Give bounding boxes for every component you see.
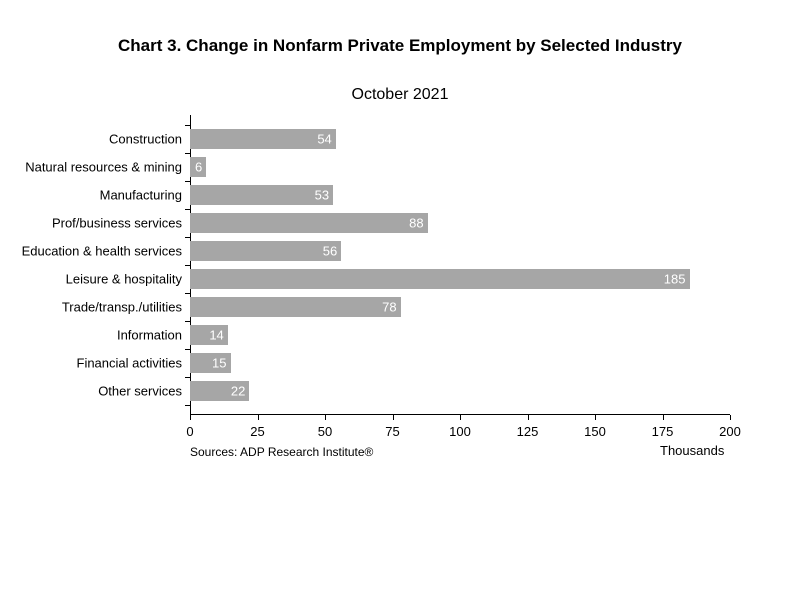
bar-value-label: 56	[323, 244, 337, 259]
x-tick	[393, 415, 394, 420]
x-tick-label: 125	[517, 424, 539, 439]
bar: 78	[190, 297, 401, 317]
y-tick	[185, 321, 190, 322]
bar-value-label: 53	[315, 188, 329, 203]
x-tick	[460, 415, 461, 420]
x-tick-label: 50	[318, 424, 332, 439]
x-tick	[528, 415, 529, 420]
category-label: Construction	[109, 132, 190, 147]
x-tick-label: 175	[652, 424, 674, 439]
x-tick	[595, 415, 596, 420]
bar: 56	[190, 241, 341, 261]
plot-area: 0255075100125150175200Construction54Natu…	[190, 115, 730, 415]
x-tick	[190, 415, 191, 420]
bar: 14	[190, 325, 228, 345]
bar: 88	[190, 213, 428, 233]
bar: 6	[190, 157, 206, 177]
y-tick	[185, 377, 190, 378]
bar-value-label: 14	[209, 328, 223, 343]
y-tick	[185, 181, 190, 182]
bar: 53	[190, 185, 333, 205]
bar-value-label: 22	[231, 384, 245, 399]
x-tick	[325, 415, 326, 420]
category-label: Education & health services	[22, 244, 190, 259]
bar-value-label: 78	[382, 300, 396, 315]
y-tick	[185, 209, 190, 210]
y-tick	[185, 153, 190, 154]
bar: 22	[190, 381, 249, 401]
bar-value-label: 185	[664, 272, 686, 287]
category-label: Natural resources & mining	[25, 160, 190, 175]
x-tick-label: 0	[186, 424, 193, 439]
source-note: Sources: ADP Research Institute®	[190, 445, 373, 459]
bar: 15	[190, 353, 231, 373]
category-label: Prof/business services	[52, 216, 190, 231]
y-tick	[185, 125, 190, 126]
x-tick-label: 25	[250, 424, 264, 439]
x-tick-label: 200	[719, 424, 741, 439]
y-tick	[185, 237, 190, 238]
x-axis-title: Thousands	[660, 443, 724, 458]
x-tick	[663, 415, 664, 420]
bar-value-label: 88	[409, 216, 423, 231]
bar-value-label: 54	[317, 132, 331, 147]
category-label: Manufacturing	[100, 188, 190, 203]
category-label: Information	[117, 328, 190, 343]
category-label: Trade/transp./utilities	[62, 300, 190, 315]
chart-subtitle: October 2021	[0, 86, 800, 104]
y-tick	[185, 405, 190, 406]
y-tick	[185, 293, 190, 294]
y-tick	[185, 349, 190, 350]
category-label: Financial activities	[77, 356, 191, 371]
bar: 54	[190, 129, 336, 149]
category-label: Leisure & hospitality	[66, 272, 190, 287]
bar-value-label: 15	[212, 356, 226, 371]
x-tick-label: 100	[449, 424, 471, 439]
x-tick-label: 150	[584, 424, 606, 439]
chart-title: Chart 3. Change in Nonfarm Private Emplo…	[0, 36, 800, 56]
y-tick	[185, 265, 190, 266]
category-label: Other services	[98, 384, 190, 399]
bar-value-label: 6	[195, 160, 202, 175]
bar: 185	[190, 269, 690, 289]
x-tick-label: 75	[385, 424, 399, 439]
x-tick	[730, 415, 731, 420]
x-tick	[258, 415, 259, 420]
